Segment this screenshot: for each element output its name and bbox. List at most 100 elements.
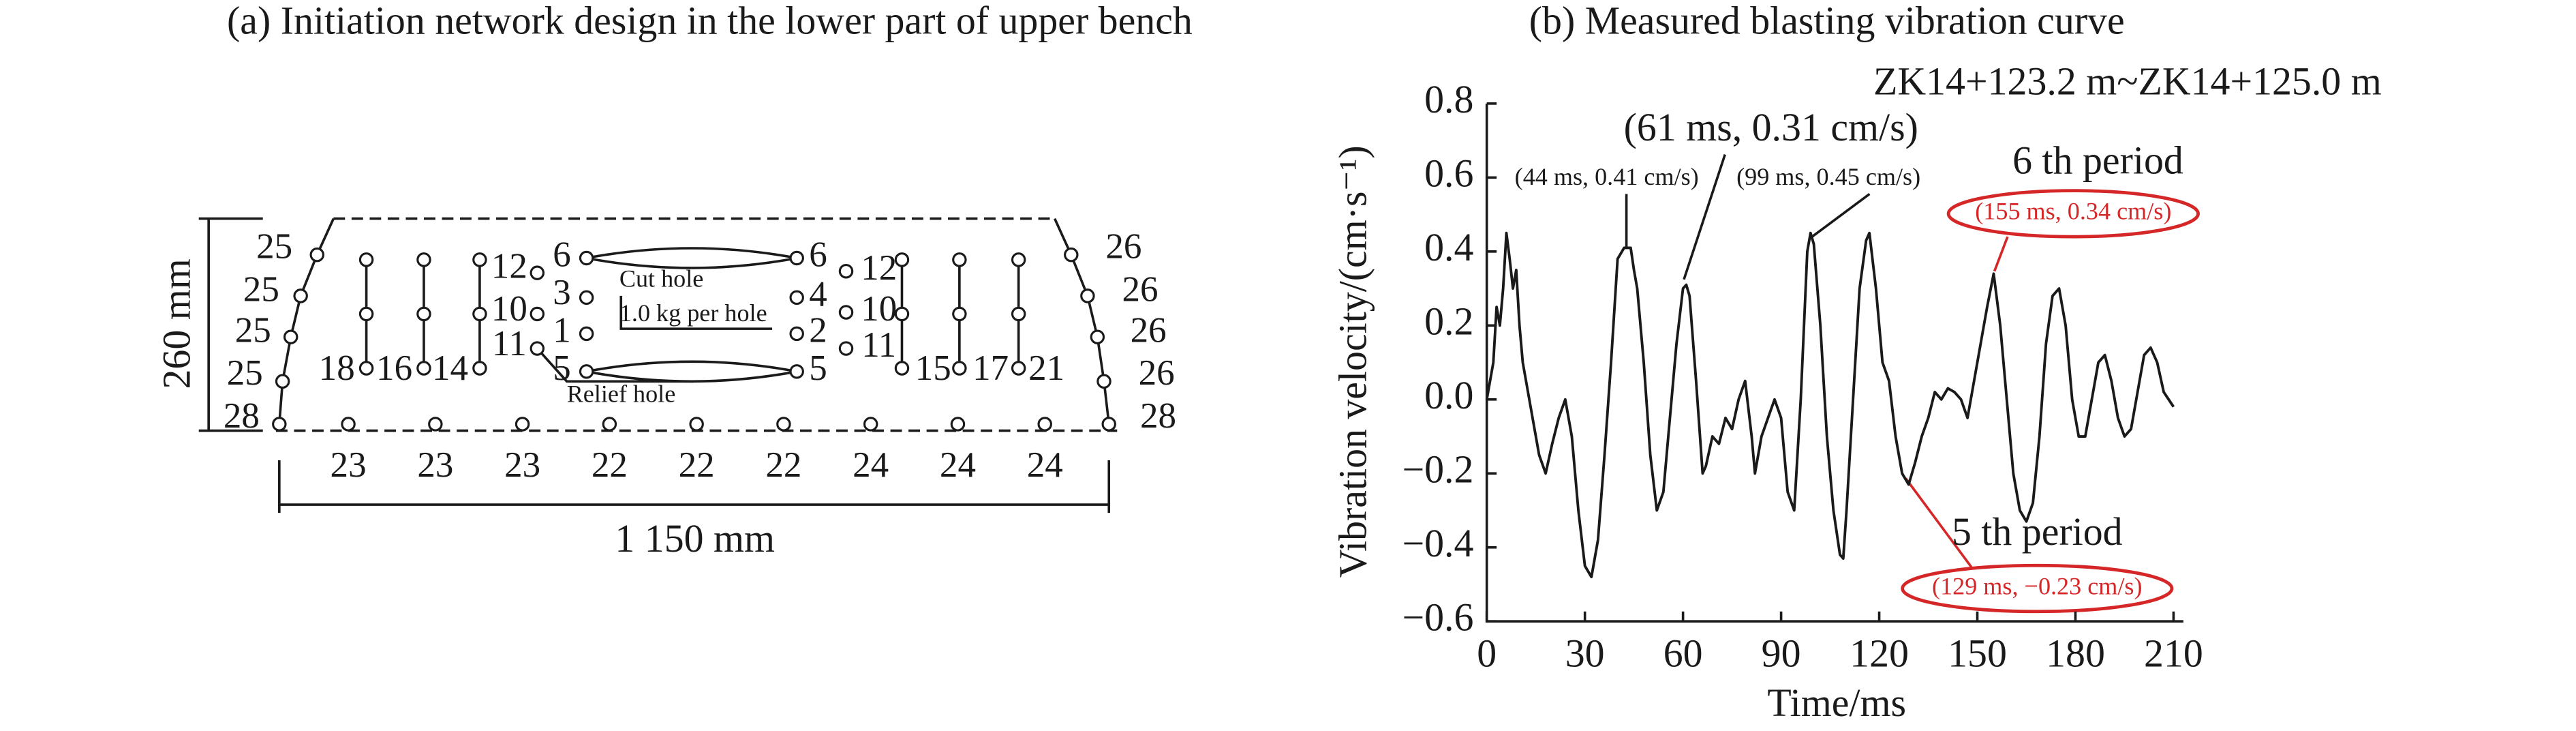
hole (838, 264, 854, 279)
hole-label: 26 (1139, 353, 1175, 393)
x-tick-label: 120 (1850, 631, 1909, 676)
hole-label: 26 (1122, 269, 1159, 309)
bottom-label: 22 (765, 445, 801, 485)
x-tick-label: 30 (1565, 631, 1605, 676)
x-tick-label: 180 (2046, 631, 2105, 676)
hole (776, 417, 791, 432)
hole (358, 252, 374, 267)
hole-label: 11 (861, 325, 896, 365)
height-label: 260 mm (154, 258, 198, 389)
hole (789, 250, 804, 266)
bottom-label: 23 (417, 445, 453, 485)
hole (1011, 306, 1026, 322)
annotation: 6 th period (2012, 138, 2183, 182)
hole-label: 12 (491, 247, 527, 286)
x-axis-label: Time/ms (1767, 681, 1906, 725)
hole-label: 21 (1028, 348, 1064, 388)
bottom-label: 22 (592, 445, 628, 485)
hole-label: 25 (227, 353, 263, 393)
y-tick-label: −0.6 (1402, 595, 1473, 639)
hole (789, 326, 804, 342)
hole (1011, 252, 1026, 267)
hole (1011, 361, 1026, 376)
leader-lines (1904, 236, 2009, 568)
hole (952, 306, 967, 322)
x-tick-label: 0 (1477, 631, 1497, 676)
hole (894, 252, 910, 267)
hole-label: 26 (1131, 311, 1167, 350)
hole (863, 417, 878, 432)
hole (579, 250, 594, 266)
note: 1.0 kg per hole (619, 299, 767, 327)
hole-label: 1 (553, 311, 571, 350)
velocity-line (1485, 231, 2175, 579)
x-tick-label: 210 (2144, 631, 2203, 676)
hole (416, 306, 431, 322)
hole-label: 4 (809, 274, 827, 314)
hole (689, 417, 704, 432)
hole-label: 18 (319, 348, 355, 388)
bottom-label: 22 (679, 445, 715, 485)
panel-b: (b) Measured blasting vibration curve ZK… (1331, 0, 2382, 725)
hole (358, 361, 374, 376)
hole (472, 252, 487, 267)
hole (789, 290, 804, 305)
hole-label: 11 (492, 324, 527, 363)
y-tick-label: 0.2 (1424, 299, 1473, 344)
hole (293, 288, 308, 303)
leader-lines (1625, 154, 1871, 280)
x-tick-label: 90 (1762, 631, 1801, 676)
hole (275, 374, 290, 389)
hole (894, 306, 910, 322)
hole (602, 417, 617, 432)
bottom-label: 23 (504, 445, 540, 485)
hole (428, 417, 443, 432)
dimension-lines (198, 217, 1111, 513)
bottom-label: 24 (1027, 445, 1063, 485)
hole (789, 364, 804, 379)
hole (952, 252, 967, 267)
annotation: (155 ms, 0.34 cm/s) (1975, 198, 2171, 225)
hole-label: 25 (235, 311, 271, 350)
hole-label: 3 (553, 273, 571, 312)
highlight (1901, 563, 2174, 614)
annotation: (61 ms, 0.31 cm/s) (1624, 105, 1918, 149)
x-tick-label: 60 (1663, 631, 1703, 676)
y-tick-label: 0.4 (1424, 225, 1473, 269)
hole-label: 28 (224, 396, 260, 436)
hole (283, 329, 298, 344)
hole (341, 417, 356, 432)
bottom-label: 23 (331, 445, 367, 485)
hole-label: 5 (553, 348, 571, 388)
bottom-label: 24 (940, 445, 976, 485)
annotation: (44 ms, 0.41 cm/s) (1515, 163, 1699, 190)
hole (894, 361, 910, 376)
hole-label: 17 (972, 348, 1009, 388)
bottom-label: 24 (853, 445, 889, 485)
hole (309, 247, 324, 263)
y-tick-label: 0.8 (1424, 77, 1473, 121)
panel-title: (a) Initiation network design in the low… (227, 0, 1193, 42)
y-tick-label: −0.2 (1402, 447, 1473, 492)
hole-label: 6 (553, 235, 571, 275)
hole-label: 6 (809, 235, 827, 275)
x-tick-label: 150 (1948, 631, 2007, 676)
hole (1097, 374, 1111, 389)
hole-label: 12 (861, 248, 897, 288)
subtitle: ZK14+123.2 m~ZK14+125.0 m (1873, 59, 2382, 104)
note: Relief hole (567, 380, 676, 407)
hole (952, 361, 967, 376)
hole (838, 341, 854, 356)
hole (1064, 247, 1079, 263)
hole-label: 26 (1105, 227, 1141, 267)
hole-label: 2 (809, 311, 827, 350)
highlight (1946, 189, 2200, 239)
chart-title: (b) Measured blasting vibration curve (1529, 0, 2125, 42)
hole (472, 306, 487, 322)
note-leaders (536, 295, 773, 383)
hole (1090, 329, 1105, 344)
hole (272, 417, 287, 432)
hole (838, 305, 854, 320)
